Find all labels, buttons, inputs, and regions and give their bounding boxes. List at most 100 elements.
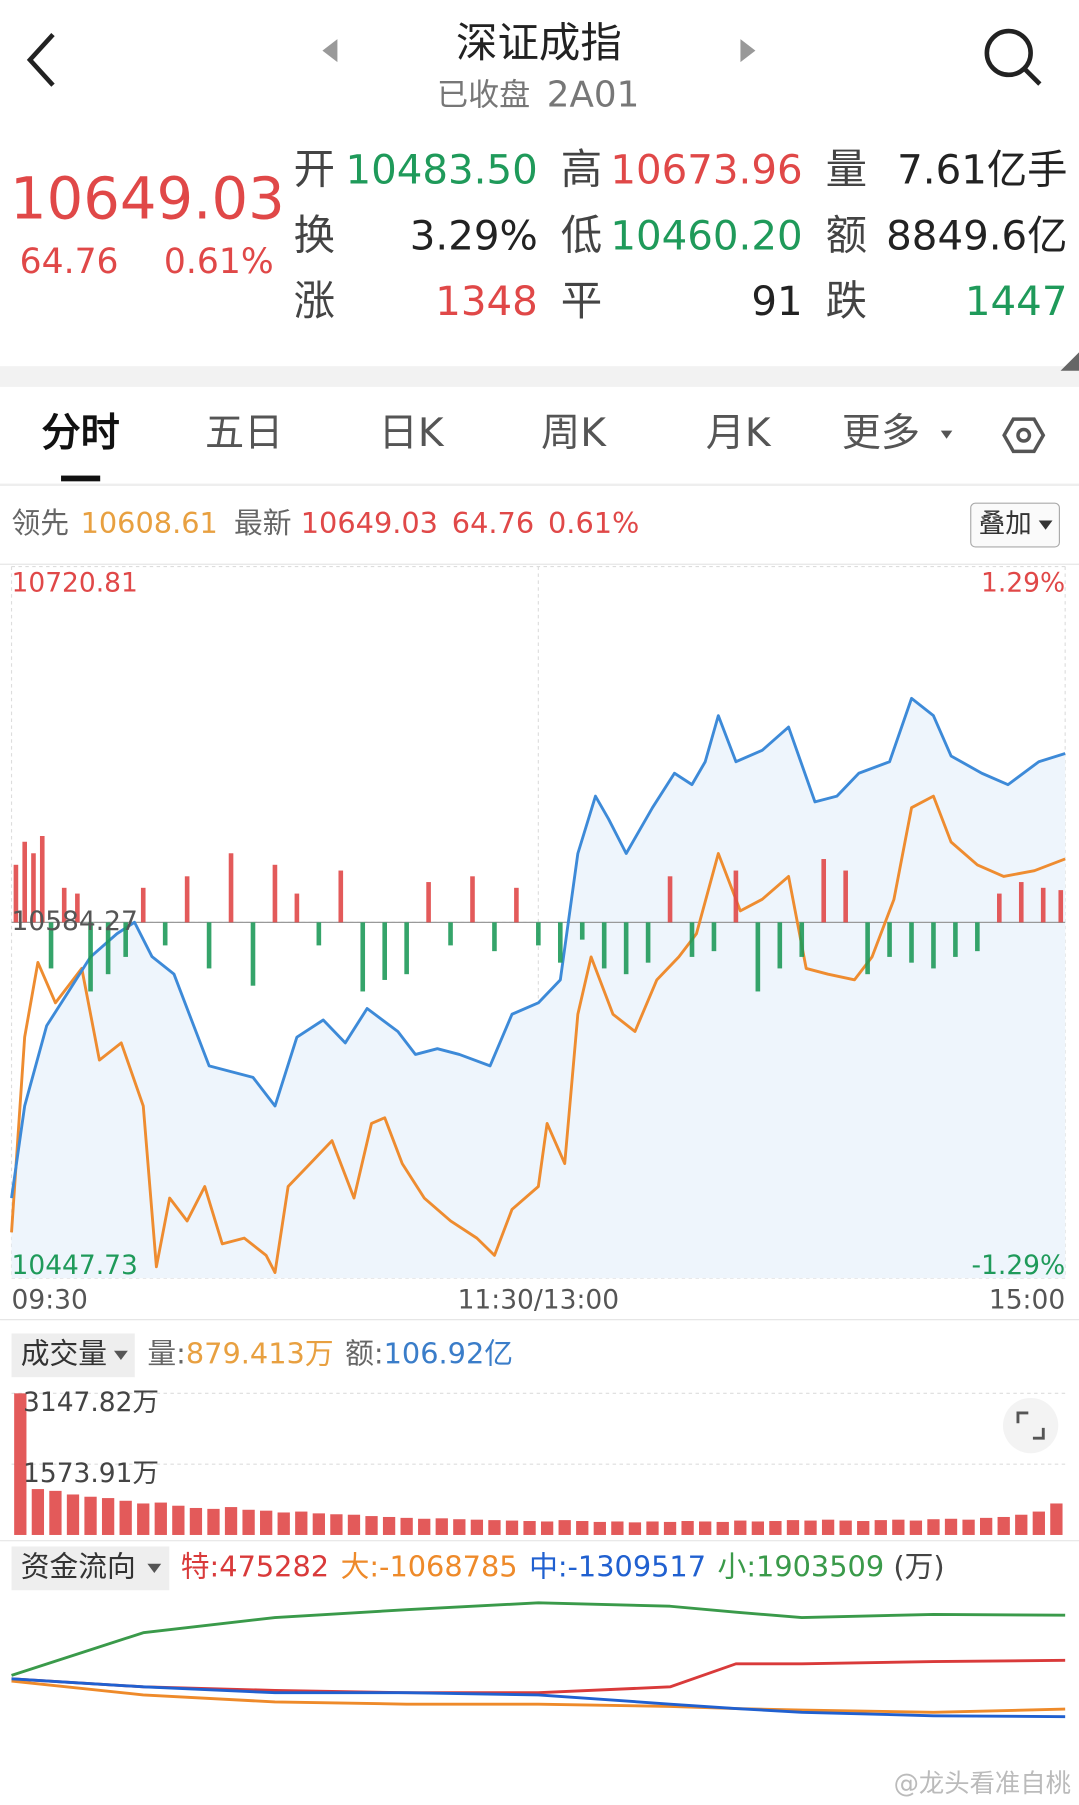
- search-icon: [984, 28, 1033, 78]
- tab[interactable]: 分时: [41, 411, 119, 456]
- overlay-button[interactable]: 叠加: [970, 502, 1060, 548]
- prev-index[interactable]: [322, 39, 338, 63]
- stat-value: 10673.96: [610, 147, 802, 194]
- bar: [123, 922, 128, 957]
- bar: [119, 1500, 132, 1535]
- bar: [558, 1520, 571, 1535]
- legend-name: 大:: [341, 1549, 379, 1583]
- line: [11, 1679, 1066, 1714]
- y-tick-label: 1573.91万: [23, 1458, 159, 1489]
- tab-indicator: [61, 475, 101, 482]
- stat-value: 8849.6亿: [886, 212, 1067, 259]
- bar: [997, 1516, 1010, 1535]
- selector-frame: [11, 1546, 170, 1591]
- stat-label: 量: [826, 146, 867, 194]
- lead-label: 领先: [12, 506, 70, 540]
- bar: [242, 1509, 255, 1535]
- bar: [1050, 1503, 1063, 1535]
- bar: [14, 1393, 27, 1535]
- bar: [997, 893, 1002, 923]
- bar: [316, 922, 322, 946]
- selector-frame: [11, 1333, 135, 1378]
- bar: [716, 1521, 729, 1535]
- volume-label: 量:: [147, 1336, 185, 1370]
- expand-button[interactable]: [1002, 1397, 1059, 1454]
- bar: [105, 922, 111, 975]
- y-tick-label: 10720.81: [12, 567, 138, 598]
- tab[interactable]: 五日: [205, 411, 283, 456]
- stat-label: 换: [294, 211, 335, 259]
- bar: [22, 841, 28, 923]
- bar: [1058, 890, 1064, 923]
- next-index[interactable]: [740, 39, 756, 63]
- bar: [49, 1490, 62, 1535]
- watermark: @龙头看准自桃: [894, 1768, 1071, 1798]
- bar: [48, 922, 54, 969]
- axis-labels: 10447.73 10584.27 10720.81 -1.29% 1.29% 09:30…: [12, 567, 1066, 1489]
- bar: [101, 1498, 115, 1535]
- section-divider: [0, 366, 1079, 387]
- bar: [184, 876, 190, 923]
- bar: [294, 893, 300, 923]
- bar: [909, 1520, 923, 1535]
- dropdown-arrow: [940, 430, 953, 439]
- bar: [514, 887, 519, 923]
- overlay-button-frame: [970, 502, 1060, 548]
- bar: [39, 836, 45, 923]
- line: [11, 1601, 1066, 1677]
- stat-value: 1348: [435, 278, 538, 325]
- search-button[interactable]: [984, 28, 1042, 86]
- bar: [140, 887, 146, 923]
- bar: [777, 922, 783, 969]
- bar: [689, 922, 695, 957]
- flow-selector[interactable]: 资金流向: [11, 1546, 170, 1591]
- back-button[interactable]: [26, 32, 55, 87]
- bar: [189, 1507, 203, 1535]
- bar: [628, 1522, 642, 1535]
- bar: [295, 1511, 308, 1535]
- bar: [601, 922, 607, 969]
- legend-value: 1903509: [756, 1549, 884, 1583]
- stat-label: 额: [826, 211, 867, 259]
- legend-name: 小:: [718, 1549, 756, 1583]
- bar: [799, 922, 805, 957]
- bar: [975, 922, 980, 952]
- bar: [1018, 882, 1024, 923]
- settings-button[interactable]: [1002, 417, 1046, 454]
- bar: [711, 922, 717, 952]
- stat-label: 低: [561, 211, 602, 259]
- bar: [277, 1512, 290, 1535]
- amount-label: 额:: [345, 1336, 383, 1370]
- bar: [31, 1489, 45, 1535]
- bar: [31, 853, 36, 923]
- stat-label: 涨: [294, 277, 335, 325]
- bar: [821, 859, 827, 923]
- bar: [13, 864, 19, 923]
- volume-selector[interactable]: 成交量: [11, 1333, 135, 1378]
- bar: [470, 1519, 484, 1535]
- last-change-pct: 0.61%: [548, 506, 639, 540]
- x-tick-label: 15:00: [989, 1285, 1065, 1316]
- y2-tick-label: 1.29%: [981, 567, 1065, 598]
- search-icon: [1023, 67, 1042, 86]
- bar: [663, 1521, 677, 1535]
- tab[interactable]: 周K: [541, 411, 607, 456]
- bar: [250, 922, 256, 986]
- tab[interactable]: 月K: [706, 411, 772, 456]
- bar: [769, 1521, 782, 1535]
- bar: [418, 1518, 431, 1535]
- tab[interactable]: 更多: [842, 411, 920, 456]
- bar: [400, 1517, 413, 1535]
- amount-value: 106.92亿: [384, 1336, 513, 1370]
- bar: [857, 1521, 870, 1535]
- marks: [10, 696, 1066, 1719]
- bar: [84, 1496, 97, 1535]
- bar: [154, 1502, 167, 1535]
- bar: [887, 922, 892, 957]
- tab-bar: 分时 五日 日K 周K 月K 更多: [41, 411, 953, 482]
- selector-label: 资金流向: [21, 1549, 136, 1583]
- tab[interactable]: 日K: [379, 411, 445, 456]
- y-tick-label: 10447.73: [12, 1250, 138, 1281]
- volume-legend: 量:879.413万 额:106.92亿: [147, 1336, 513, 1370]
- bar: [137, 1503, 150, 1535]
